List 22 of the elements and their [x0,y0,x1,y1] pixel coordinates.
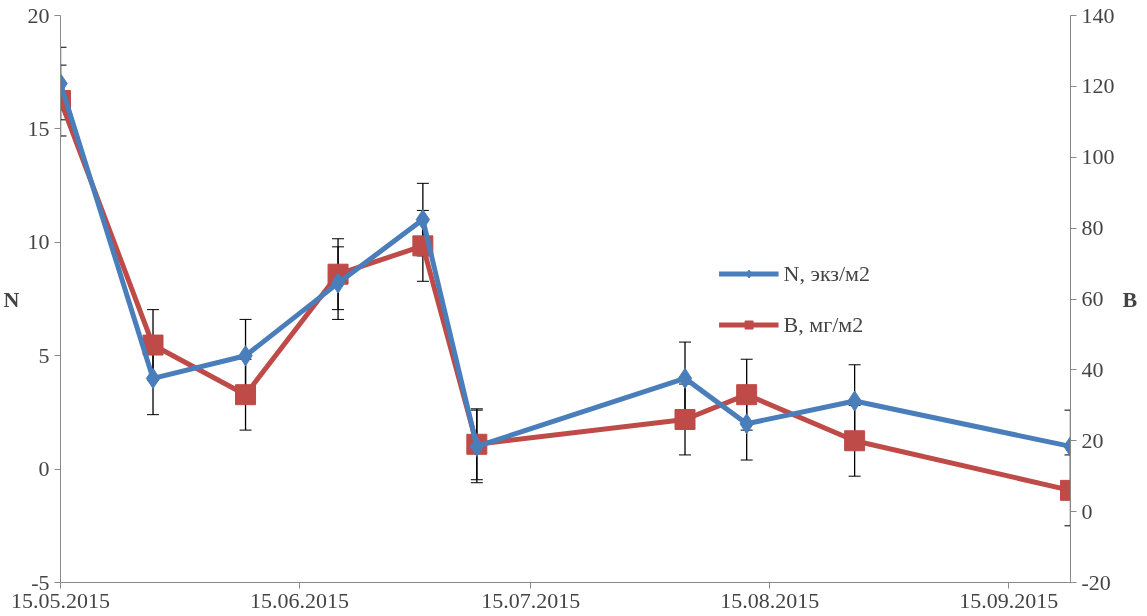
legend-label: B, мг/м2 [783,311,864,337]
legend-label: N, экз/м2 [783,260,870,286]
y-tick-label: 20 [27,2,50,28]
x-tick-label: 15.09.2015 [959,587,1059,613]
x-tick-label: 15.06.2015 [250,587,350,613]
y-tick-label: 0 [38,456,50,482]
y-axis-title: N [3,286,20,312]
x-tick-label: 15.08.2015 [720,587,820,613]
x-tick-label: 15.07.2015 [481,587,581,613]
y2-tick-label: 100 [1081,144,1115,170]
y2-tick-label: 140 [1081,2,1115,28]
y2-tick-label: 60 [1081,286,1104,311]
y2-tick-label: -20 [1081,569,1111,595]
y2-tick-label: 0 [1081,498,1093,524]
y-tick-label: 15 [27,115,50,141]
y-tick-label: 5 [38,342,50,368]
y2-tick-label: 80 [1081,215,1104,241]
y2-tick-label: 120 [1081,73,1115,99]
y2-tick-label: 20 [1081,427,1104,453]
y2-axis-title: B [1122,286,1138,312]
y2-tick-label: 40 [1081,356,1104,382]
y-tick-label: 10 [27,229,50,255]
